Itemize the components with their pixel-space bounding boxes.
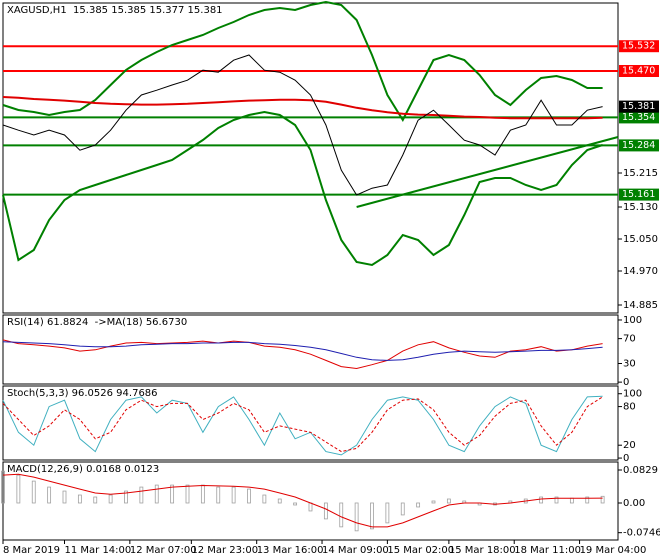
panel-frame	[2, 314, 619, 385]
histogram-bar	[231, 486, 236, 504]
last-price-label: 15.381	[622, 101, 655, 112]
y-tick-label: 15.130	[623, 202, 658, 213]
y-tick-label: 80	[623, 402, 636, 413]
x-tick-label: 15 Mar 02:00	[387, 545, 454, 556]
y-tick-label: 15.050	[623, 234, 658, 245]
histogram-bar	[416, 502, 421, 508]
histogram-bar	[539, 496, 544, 504]
x-tick-label: 12 Mar 07:00	[130, 545, 197, 556]
histogram-bar	[600, 495, 605, 504]
y-tick-label: 0	[623, 377, 629, 388]
x-tick-label: 14 Mar 09:00	[322, 545, 389, 556]
y-tick-label: 0.0829	[623, 465, 658, 476]
series-line	[2, 0, 603, 123]
level-box	[619, 65, 659, 77]
y-tick-label: 30	[623, 358, 636, 369]
histogram-bar	[124, 490, 128, 504]
histogram-bar	[185, 484, 190, 504]
y-tick-label: 20	[623, 440, 636, 451]
histogram-bar	[139, 486, 144, 504]
x-tick-label: 11 Mar 14:00	[65, 545, 132, 556]
histogram-bar	[77, 494, 82, 504]
histogram-bar	[216, 486, 221, 504]
y-tick-label: -0.0746	[623, 528, 660, 539]
histogram-bar	[385, 502, 390, 524]
y-tick-label: 15.215	[623, 168, 658, 179]
histogram-bar	[431, 500, 436, 504]
level-box	[619, 111, 659, 124]
histogram-bar	[247, 488, 251, 504]
histogram-bar	[339, 502, 344, 528]
histogram-bar	[277, 498, 282, 504]
histogram-bar	[354, 502, 359, 532]
x-tick-label: 13 Mar 16:00	[257, 545, 324, 556]
histogram-bar	[62, 490, 67, 504]
panel-frame	[2, 2, 619, 314]
histogram-bar	[108, 494, 113, 504]
panel-title: MACD(12,26,9) 0.0168 0.0123	[7, 464, 159, 475]
histogram-bar	[585, 496, 590, 504]
level-label: 15.354	[622, 112, 655, 123]
level-label: 15.470	[622, 66, 655, 77]
y-tick-label: 0.00	[623, 498, 645, 509]
level-label: 15.161	[622, 189, 655, 200]
x-tick-label: 18 Mar 11:00	[514, 545, 581, 556]
y-tick-label: 14.970	[623, 266, 658, 277]
series-line	[2, 54, 603, 196]
last-price-box	[619, 100, 659, 113]
panel-title: RSI(14) 61.8824 ->MA(18) 56.6730	[7, 317, 187, 328]
histogram-bar	[31, 480, 36, 504]
series-line	[2, 110, 603, 267]
series-line	[2, 473, 603, 528]
panel-frame	[2, 461, 619, 541]
y-tick-label: 70	[623, 334, 636, 345]
histogram-bar	[446, 498, 451, 504]
histogram-bar	[16, 474, 21, 504]
histogram-bar	[1, 470, 5, 504]
histogram-bar	[400, 502, 405, 516]
x-tick-label: 8 Mar 2019	[3, 545, 60, 556]
panel-title: Stoch(5,3,3) 96.0526 94.7686	[7, 388, 158, 399]
histogram-bar	[47, 486, 52, 504]
level-box	[619, 40, 659, 53]
histogram-bar	[170, 484, 175, 504]
y-tick-label: 100	[623, 389, 642, 400]
level-box	[619, 188, 659, 201]
histogram-bar	[554, 496, 559, 504]
histogram-bar	[323, 502, 328, 520]
panel-title: XAGUSD,H1 15.385 15.385 15.377 15.381	[7, 5, 223, 16]
series-line	[2, 396, 603, 453]
level-label: 15.532	[622, 41, 655, 52]
x-tick-label: 12 Mar 23:00	[191, 545, 258, 556]
level-box	[619, 139, 659, 152]
y-tick-label: 14.885	[623, 300, 658, 311]
y-tick-label: 0	[623, 453, 629, 464]
level-label: 15.284	[622, 140, 655, 151]
histogram-bar	[262, 494, 267, 504]
y-tick-label: 100	[623, 315, 642, 326]
series-line	[2, 96, 603, 120]
panel-frame	[2, 385, 619, 461]
histogram-bar	[293, 502, 298, 506]
x-tick-label: 19 Mar 04:00	[580, 545, 647, 556]
histogram-bar	[370, 502, 374, 530]
series-line	[2, 341, 603, 361]
histogram-bar	[93, 496, 98, 504]
trend-line	[356, 136, 619, 208]
histogram-bar	[154, 484, 159, 504]
x-tick-label: 15 Mar 18:00	[449, 545, 516, 556]
series-line	[2, 339, 603, 370]
